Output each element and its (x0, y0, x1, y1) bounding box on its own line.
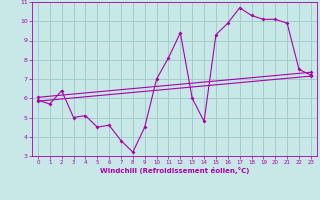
X-axis label: Windchill (Refroidissement éolien,°C): Windchill (Refroidissement éolien,°C) (100, 167, 249, 174)
